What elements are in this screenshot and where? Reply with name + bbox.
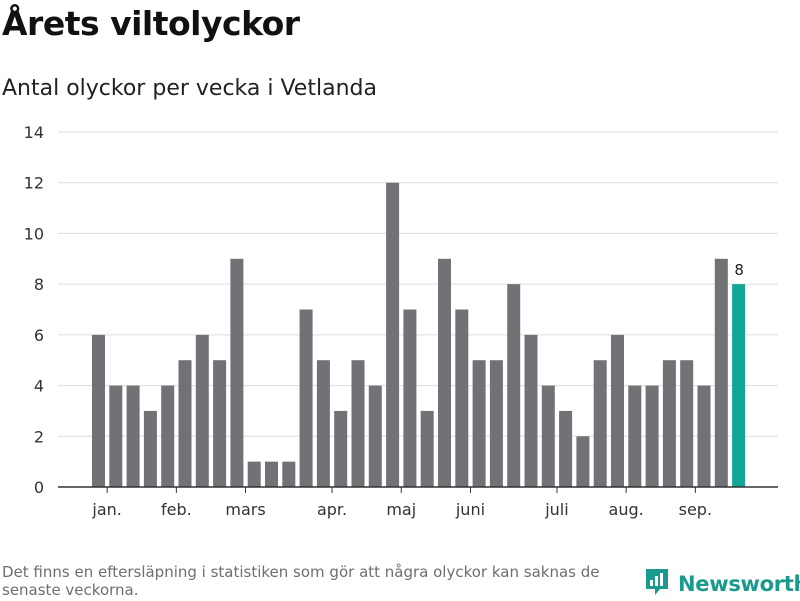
bar bbox=[316, 360, 330, 487]
bar bbox=[386, 182, 400, 487]
y-tick-label: 14 bbox=[24, 123, 44, 142]
bar bbox=[645, 385, 659, 487]
bar-highlight bbox=[732, 284, 746, 487]
brand-logo[interactable]: Newsworthy bbox=[644, 568, 800, 600]
bar bbox=[455, 309, 469, 487]
x-tick-label: mars bbox=[225, 500, 265, 519]
bar bbox=[161, 385, 175, 487]
x-tick-label: jan. bbox=[91, 500, 121, 519]
bar bbox=[195, 334, 209, 487]
bar bbox=[576, 436, 590, 487]
y-tick-label: 6 bbox=[34, 326, 44, 345]
bar bbox=[714, 258, 728, 487]
chart-title: Årets viltolyckor bbox=[2, 4, 300, 43]
y-tick-label: 0 bbox=[34, 478, 44, 497]
bar bbox=[611, 334, 624, 487]
y-tick-label: 12 bbox=[24, 174, 44, 193]
footnote: Det finns en eftersläpning i statistiken… bbox=[2, 563, 600, 599]
bar bbox=[472, 360, 486, 487]
bar bbox=[92, 334, 105, 487]
bar bbox=[541, 385, 555, 487]
bar bbox=[403, 309, 417, 487]
newsworthy-logo-icon bbox=[644, 567, 670, 601]
bar bbox=[628, 385, 642, 487]
y-tick-label: 10 bbox=[24, 224, 44, 243]
bar bbox=[368, 385, 382, 487]
bar bbox=[507, 284, 521, 487]
bar bbox=[143, 410, 157, 487]
chart-subtitle: Antal olyckor per vecka i Vetlanda bbox=[2, 76, 377, 101]
x-tick-label: sep. bbox=[679, 500, 712, 519]
bar bbox=[109, 385, 123, 487]
bar bbox=[299, 309, 313, 487]
bar bbox=[213, 360, 227, 487]
bar bbox=[247, 461, 261, 487]
bar bbox=[282, 461, 296, 487]
bar bbox=[230, 258, 244, 487]
bar bbox=[420, 410, 434, 487]
bar bbox=[662, 360, 676, 487]
y-tick-label: 4 bbox=[34, 377, 44, 396]
bar bbox=[524, 334, 538, 487]
bar bbox=[680, 360, 694, 487]
x-tick-label: maj bbox=[386, 500, 416, 519]
x-tick-label: apr. bbox=[317, 500, 347, 519]
bar bbox=[559, 410, 573, 487]
x-tick-label: feb. bbox=[161, 500, 192, 519]
bar bbox=[697, 385, 711, 487]
brand-name: Newsworthy bbox=[678, 572, 800, 596]
x-tick-label: aug. bbox=[609, 500, 644, 519]
bar bbox=[334, 410, 348, 487]
data-label: 8 bbox=[734, 261, 744, 279]
x-tick-label: juli bbox=[544, 500, 568, 519]
y-tick-label: 2 bbox=[34, 427, 44, 446]
bar bbox=[126, 385, 140, 487]
bar bbox=[593, 360, 607, 487]
bar-chart: 0 2 4 6 8 10 12 14 jan. feb. mars apr. maj juni juli au… bbox=[24, 123, 778, 519]
bar bbox=[351, 360, 365, 487]
y-tick-label: 8 bbox=[34, 275, 44, 294]
bar bbox=[178, 360, 192, 487]
bar bbox=[438, 258, 451, 487]
bar bbox=[489, 360, 503, 487]
x-tick-label: juni bbox=[455, 500, 485, 519]
bar bbox=[265, 461, 278, 487]
